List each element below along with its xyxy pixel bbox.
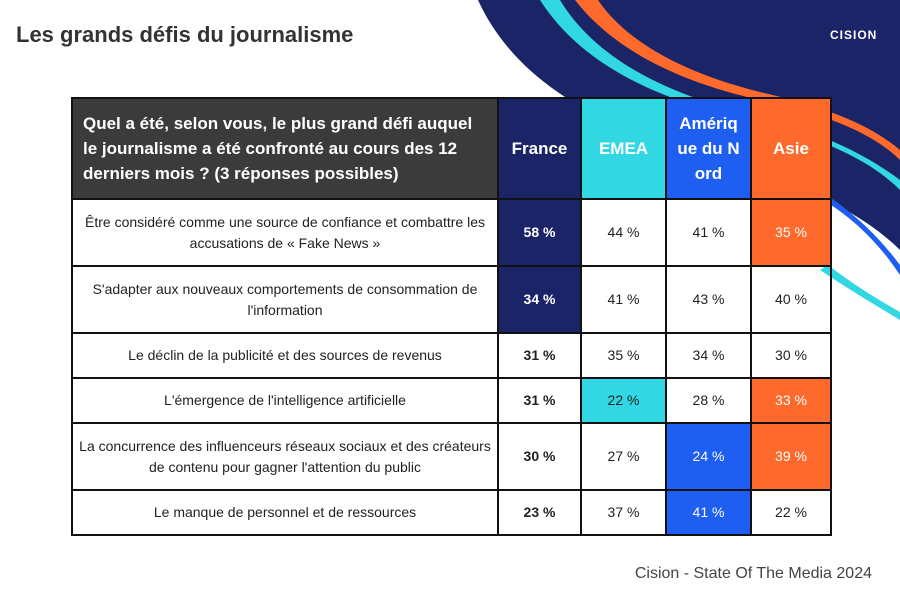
cell: 44 %: [580, 198, 667, 267]
header-cell: Quel a été, selon vous, le plus grand dé…: [71, 97, 499, 200]
cell: 33 %: [750, 377, 832, 424]
cell: 24 %: [665, 422, 752, 491]
row-label: Être considéré comme une source de confi…: [71, 198, 499, 267]
cell: 35 %: [750, 198, 832, 267]
row-label: Le manque de personnel et de ressources: [71, 489, 499, 536]
title: Les grands défis du journalisme: [16, 22, 354, 47]
row-label: S'adapter aux nouveaux comportements de …: [71, 265, 499, 334]
source: Cision - State Of The Media 2024: [634, 565, 872, 582]
cell: 41 %: [665, 489, 752, 536]
cell: 22 %: [750, 489, 832, 536]
cell: 23 %: [497, 489, 582, 536]
cell: 37 %: [580, 489, 667, 536]
row-label: Le déclin de la publicité et des sources…: [71, 332, 499, 379]
cell: 43 %: [665, 265, 752, 334]
cell: 34 %: [497, 265, 582, 334]
cell: 39 %: [750, 422, 832, 491]
header-cell: Asie: [750, 97, 832, 200]
header-cell: Amérique du Nord: [665, 97, 752, 200]
cell: 30 %: [497, 422, 582, 491]
cell: 31 %: [497, 332, 582, 379]
cell: 28 %: [665, 377, 752, 424]
table: Quel a été, selon vous, le plus grand dé…: [71, 97, 832, 536]
logo: CISION: [830, 28, 878, 42]
cell: 34 %: [665, 332, 752, 379]
cell: 58 %: [497, 198, 582, 267]
cell: 27 %: [580, 422, 667, 491]
cell: 40 %: [750, 265, 832, 334]
cell: 30 %: [750, 332, 832, 379]
cell: 41 %: [665, 198, 752, 267]
header-cell: France: [497, 97, 582, 200]
cell: 41 %: [580, 265, 667, 334]
cell: 31 %: [497, 377, 582, 424]
cell: 35 %: [580, 332, 667, 379]
row-label: La concurrence des influenceurs réseaux …: [71, 422, 499, 491]
header-cell: EMEA: [580, 97, 667, 200]
row-label: L'émergence de l'intelligence artificiel…: [71, 377, 499, 424]
cell: 22 %: [580, 377, 667, 424]
